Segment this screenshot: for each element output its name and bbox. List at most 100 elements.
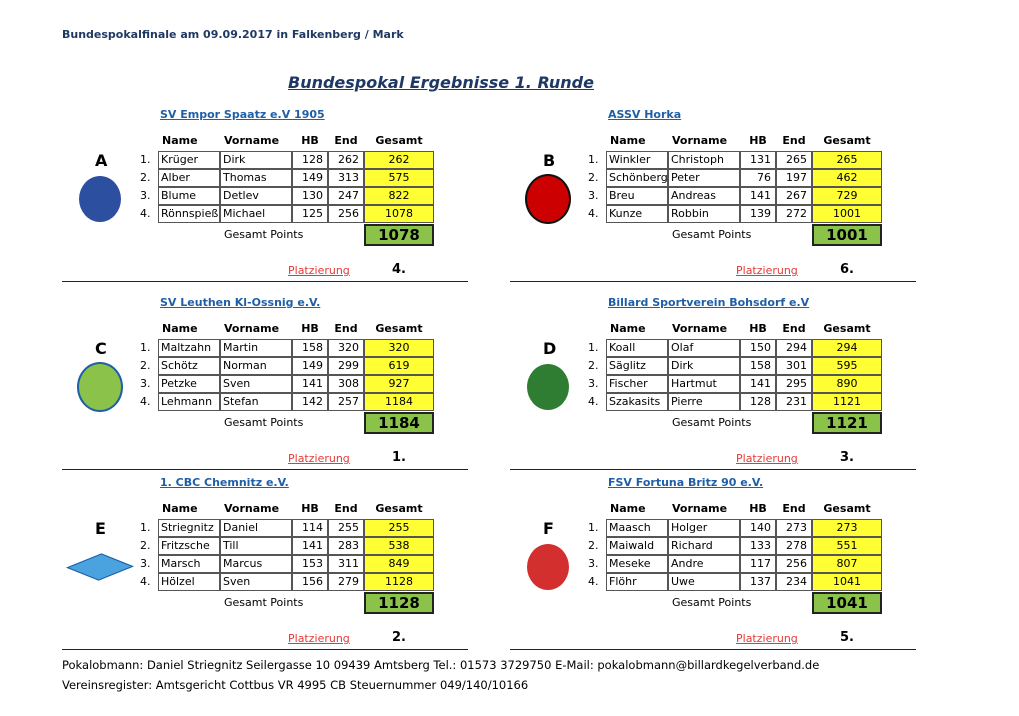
place: 2. <box>392 630 406 645</box>
cell: 927 <box>364 375 434 393</box>
cell: 234 <box>776 573 812 591</box>
total-label: Gesamt Points <box>672 416 752 429</box>
cell: 142 <box>292 393 328 411</box>
cell: 272 <box>776 205 812 223</box>
cell: 231 <box>776 393 812 411</box>
cell: Fritzsche <box>158 537 220 555</box>
place-label: Platzierung <box>736 632 798 645</box>
cell: 294 <box>776 339 812 357</box>
rank: 4. <box>140 207 151 220</box>
column-header: End <box>782 322 806 335</box>
place-label: Platzierung <box>736 264 798 277</box>
cell: 128 <box>292 151 328 169</box>
cell: 729 <box>812 187 882 205</box>
cell: Petzke <box>158 375 220 393</box>
cell: 807 <box>812 555 882 573</box>
cell: 156 <box>292 573 328 591</box>
cell: Rönnspieß <box>158 205 220 223</box>
column-header: Vorname <box>224 134 280 147</box>
column-header: Gesamt <box>823 134 871 147</box>
rank: 2. <box>140 359 151 372</box>
team-logo <box>525 362 571 412</box>
separator <box>510 469 916 470</box>
place: 1. <box>392 450 406 465</box>
cell: 140 <box>740 519 776 537</box>
rank: 3. <box>588 189 599 202</box>
cell: 128 <box>740 393 776 411</box>
cell: 262 <box>328 151 364 169</box>
cell: Sven <box>220 573 292 591</box>
rank: 2. <box>588 539 599 552</box>
cell: Martin <box>220 339 292 357</box>
group-letter: A <box>95 151 108 170</box>
column-header: HB <box>749 502 767 515</box>
column-header: Name <box>610 134 646 147</box>
cell: Detlev <box>220 187 292 205</box>
cell: 131 <box>740 151 776 169</box>
total: 1001 <box>812 224 882 246</box>
column-header: Gesamt <box>375 322 423 335</box>
footer-line: Pokalobmann: Daniel Striegnitz Seilergas… <box>62 658 820 672</box>
rank: 1. <box>588 521 599 534</box>
cell: 76 <box>740 169 776 187</box>
cell: 1121 <box>812 393 882 411</box>
cell: Alber <box>158 169 220 187</box>
total-label: Gesamt Points <box>672 228 752 241</box>
team-name: 1. CBC Chemnitz e.V. <box>160 476 289 489</box>
cell: 255 <box>364 519 434 537</box>
separator <box>510 281 916 282</box>
cell: 294 <box>812 339 882 357</box>
rank: 3. <box>140 189 151 202</box>
rank: 3. <box>588 557 599 570</box>
cell: Holger <box>668 519 740 537</box>
cell: 311 <box>328 555 364 573</box>
column-header: Name <box>610 322 646 335</box>
total-label: Gesamt Points <box>224 596 304 609</box>
cell: Maltzahn <box>158 339 220 357</box>
cell: 149 <box>292 357 328 375</box>
column-header: End <box>334 322 358 335</box>
cell: Maiwald <box>606 537 668 555</box>
cell: Sven <box>220 375 292 393</box>
group-letter: B <box>543 151 556 170</box>
rank: 3. <box>588 377 599 390</box>
total: 1078 <box>364 224 434 246</box>
cell: Pierre <box>668 393 740 411</box>
footer-line: Vereinsregister: Amtsgericht Cottbus VR … <box>62 678 529 692</box>
rank: 2. <box>140 171 151 184</box>
cell: Robbin <box>668 205 740 223</box>
separator <box>62 469 468 470</box>
column-header: End <box>782 502 806 515</box>
team-name: SV Empor Spaatz e.V 1905 <box>160 108 325 121</box>
cell: 267 <box>776 187 812 205</box>
cell: 283 <box>328 537 364 555</box>
group-letter: C <box>95 339 107 358</box>
cell: Dirk <box>668 357 740 375</box>
cell: Szakasits <box>606 393 668 411</box>
rank: 1. <box>588 153 599 166</box>
cell: Blume <box>158 187 220 205</box>
team-logo <box>525 542 571 592</box>
cell: Fischer <box>606 375 668 393</box>
cell: 137 <box>740 573 776 591</box>
column-header: Vorname <box>672 502 728 515</box>
column-header: Gesamt <box>375 502 423 515</box>
cell: 141 <box>292 375 328 393</box>
total-label: Gesamt Points <box>224 416 304 429</box>
cell: 256 <box>328 205 364 223</box>
cell: 273 <box>776 519 812 537</box>
cell: 139 <box>740 205 776 223</box>
cell: 538 <box>364 537 434 555</box>
cell: 255 <box>328 519 364 537</box>
cell: 133 <box>740 537 776 555</box>
cell: Norman <box>220 357 292 375</box>
cell: Striegnitz <box>158 519 220 537</box>
team-name: FSV Fortuna Britz 90 e.V. <box>608 476 764 489</box>
rank: 2. <box>588 359 599 372</box>
cell: 619 <box>364 357 434 375</box>
column-header: HB <box>301 134 319 147</box>
column-header: End <box>334 502 358 515</box>
rank: 4. <box>140 395 151 408</box>
place: 3. <box>840 450 854 465</box>
